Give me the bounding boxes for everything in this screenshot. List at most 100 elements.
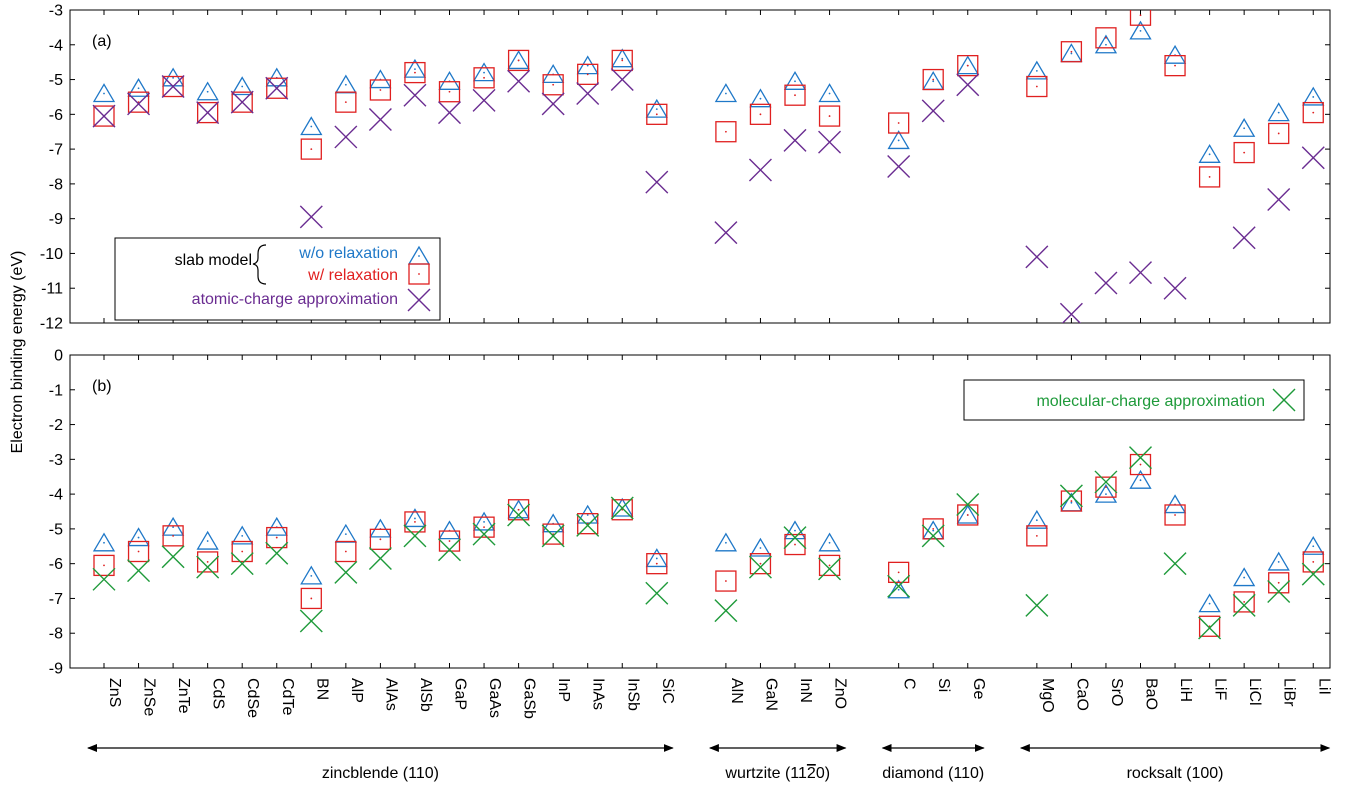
- point-square-b: [749, 553, 772, 575]
- point-triangle-a-shape: [1025, 60, 1048, 80]
- panel-label-b: (b): [92, 378, 112, 395]
- y-tick-label-a: -7: [49, 142, 63, 159]
- point-square-b-dot: [241, 550, 244, 553]
- point-x-b-stroke-2: [334, 560, 358, 584]
- point-square-b-shape: [369, 528, 392, 550]
- point-triangle-b: [92, 532, 116, 552]
- point-triangle-a-shape: [645, 98, 668, 118]
- point-x-a: [956, 73, 980, 97]
- point-square-b-dot: [1174, 514, 1176, 516]
- legend-slab-model-label: slab model: [175, 252, 252, 269]
- point-square-b: [507, 499, 530, 521]
- point-triangle-a-dot: [586, 64, 589, 67]
- point-triangle-a-shape: [1302, 86, 1325, 106]
- point-triangle-a-shape: [231, 76, 254, 96]
- point-square-b-dot: [1139, 463, 1142, 466]
- point-triangle-b: [1163, 494, 1187, 514]
- point-triangle-a-shape: [749, 88, 772, 108]
- point-square-a: [473, 67, 495, 89]
- point-x-b-stroke-2: [265, 541, 289, 565]
- legend-square-marker: [408, 263, 430, 285]
- point-square-b-dot: [379, 538, 382, 541]
- point-triangle-b-dot: [137, 536, 140, 539]
- point-triangle-a: [300, 116, 323, 136]
- point-square-a-shape: [196, 101, 219, 124]
- point-square-a-shape: [957, 54, 979, 77]
- point-x-b-stroke-2: [714, 599, 738, 623]
- point-x-b: [265, 541, 289, 565]
- point-triangle-a-shape: [1094, 34, 1118, 54]
- point-triangle-b-shape: [438, 520, 461, 540]
- point-triangle-a-shape: [542, 64, 565, 83]
- point-triangle-a: [818, 83, 841, 103]
- point-triangle-a-dot: [1070, 52, 1073, 55]
- x-tick-label: GaN: [762, 678, 779, 711]
- x-tick-label: BN: [313, 678, 330, 700]
- x-tick-label: AlN: [728, 678, 745, 704]
- point-square-b-dot: [1243, 601, 1246, 603]
- point-square-b-shape: [749, 553, 772, 575]
- point-square-b-shape: [1095, 476, 1117, 498]
- group-label-overbar-digit: 2: [807, 765, 816, 782]
- point-triangle-a-dot: [310, 125, 313, 128]
- point-x-a: [887, 155, 911, 178]
- point-triangle-b-dot: [1208, 602, 1211, 605]
- point-x-b: [299, 609, 323, 633]
- point-triangle-b: [403, 508, 427, 528]
- point-x-a-stroke-2: [1061, 302, 1083, 323]
- point-triangle-b: [231, 525, 254, 545]
- point-square-a-shape: [266, 77, 288, 99]
- point-triangle-b: [127, 527, 150, 547]
- point-square-b-dot: [932, 527, 935, 530]
- point-triangle-b: [334, 523, 357, 543]
- point-square-a: [1198, 166, 1221, 188]
- point-triangle-b-shape: [887, 579, 910, 599]
- point-square-b: [888, 561, 910, 584]
- point-triangle-b-dot: [828, 541, 831, 544]
- point-square-a: [611, 49, 633, 72]
- point-triangle-a: [887, 130, 910, 150]
- point-triangle-a-dot: [1312, 96, 1315, 98]
- point-triangle-b: [300, 565, 323, 585]
- point-x-b: [127, 559, 151, 583]
- point-square-b-shape: [300, 587, 322, 610]
- point-x-b-stroke-2: [1198, 616, 1222, 640]
- point-square-b: [93, 554, 115, 577]
- point-x-b-stroke-2: [645, 581, 669, 605]
- point-triangle-a-shape: [92, 83, 116, 103]
- point-square-b-shape: [818, 554, 841, 577]
- point-x-b-stroke-2: [956, 493, 980, 517]
- point-triangle-b: [1267, 551, 1290, 571]
- point-x-a-stroke-2: [887, 155, 911, 178]
- point-triangle-a-shape: [369, 69, 392, 89]
- point-square-b-shape: [611, 499, 633, 521]
- point-triangle-a-dot: [172, 76, 175, 79]
- point-triangle-b-dot: [794, 529, 796, 532]
- point-x-a-stroke-2: [748, 158, 772, 182]
- y-tick-label-a: -3: [49, 3, 63, 20]
- point-square-b-dot: [794, 543, 796, 546]
- point-triangle-a-shape: [611, 48, 634, 68]
- point-triangle-b-dot: [1035, 519, 1038, 522]
- y-tick-label-a: -6: [49, 107, 63, 124]
- point-triangle-a: [265, 67, 288, 87]
- point-triangle-b-shape: [92, 532, 116, 552]
- point-triangle-b-shape: [1163, 494, 1187, 514]
- point-triangle-a: [542, 64, 565, 83]
- point-x-b-stroke-2: [230, 552, 254, 576]
- point-triangle-a-shape: [1233, 117, 1256, 137]
- point-square-b-dot: [1312, 561, 1315, 563]
- point-triangle-b-dot: [310, 574, 313, 577]
- point-triangle-a-shape: [472, 62, 496, 82]
- y-tick-label-b: -4: [49, 487, 63, 504]
- point-square-b-dot: [1277, 581, 1280, 584]
- point-x-b: [1129, 446, 1152, 470]
- x-tick-label: AlP: [348, 678, 365, 703]
- point-triangle-b-shape: [403, 508, 427, 528]
- point-x-b: [161, 545, 185, 569]
- point-x-a: [1267, 188, 1291, 212]
- point-square-a-dot: [517, 59, 520, 62]
- point-square-b-dot: [1105, 486, 1107, 489]
- point-x-b-stroke-2: [748, 555, 772, 579]
- point-x-b-stroke-2: [1163, 552, 1187, 576]
